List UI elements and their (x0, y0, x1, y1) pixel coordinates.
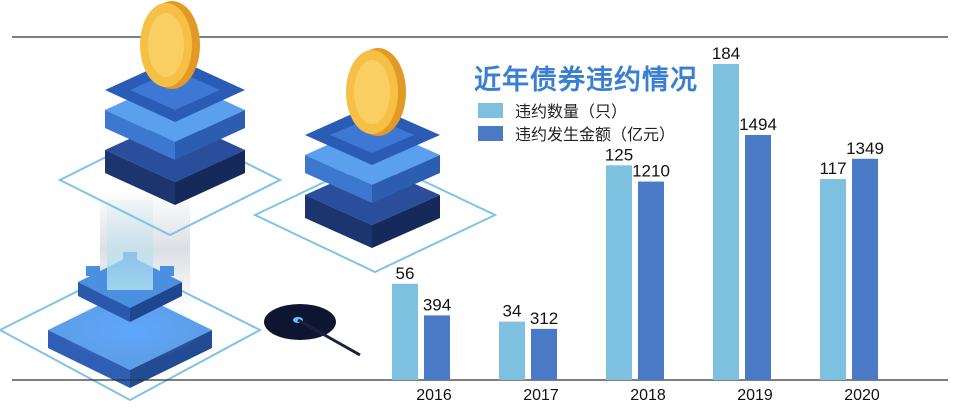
legend-item-count: 违约数量（只） (478, 100, 675, 121)
legend-swatch-count (478, 102, 503, 118)
value-label-amount-2020: 1349 (846, 139, 884, 158)
left-server-stack (105, 58, 245, 205)
bar-amount-2020 (852, 158, 878, 380)
coin-icon (346, 48, 406, 136)
value-label-count-2017: 34 (503, 302, 522, 321)
disc-icon (264, 304, 361, 357)
bar-count-2020 (820, 179, 846, 380)
platform-right-side (130, 330, 212, 388)
bar-count-2018 (606, 165, 632, 380)
x-tick-label-2016: 2016 (416, 387, 452, 404)
value-label-count-2020: 117 (819, 159, 846, 178)
legend-label-count: 违约数量（只） (515, 102, 628, 121)
legend-item-amount: 违约发生金额（亿元） (478, 123, 676, 144)
platform-left-side (48, 330, 130, 388)
coin-icon (140, 1, 200, 89)
x-tick-label-2019: 2019 (737, 387, 773, 404)
bar-count-2017 (499, 321, 525, 380)
value-label-count-2019: 184 (712, 44, 740, 63)
value-label-amount-2019: 1494 (739, 115, 777, 134)
bar-amount-2017 (531, 328, 557, 380)
value-label-amount-2018: 1210 (632, 162, 670, 181)
legend-label-amount: 违约发生金额（亿元） (515, 125, 676, 144)
bar-amount-2019 (745, 135, 771, 380)
bars-layer (392, 64, 878, 380)
value-label-count-2018: 125 (605, 145, 633, 164)
bar-amount-2018 (638, 181, 664, 380)
bar-amount-2016 (424, 315, 450, 380)
legend-swatch-amount (478, 125, 503, 141)
value-label-amount-2017: 312 (530, 309, 558, 328)
x-tick-label-2017: 2017 (523, 387, 559, 404)
right-server-stack (305, 105, 440, 248)
gear-icon (78, 252, 182, 322)
legend: 违约数量（只） 违约发生金额（亿元） (478, 100, 675, 146)
bar-count-2016 (392, 283, 418, 380)
value-label-amount-2016: 394 (423, 295, 451, 314)
bar-count-2019 (713, 64, 739, 380)
chart-title: 近年债券违约情况 (474, 65, 698, 96)
x-tick-label-2018: 2018 (630, 387, 666, 404)
value-label-count-2016: 56 (396, 264, 415, 283)
x-tick-label-2020: 2020 (844, 387, 880, 404)
platform-glow (60, 300, 200, 360)
